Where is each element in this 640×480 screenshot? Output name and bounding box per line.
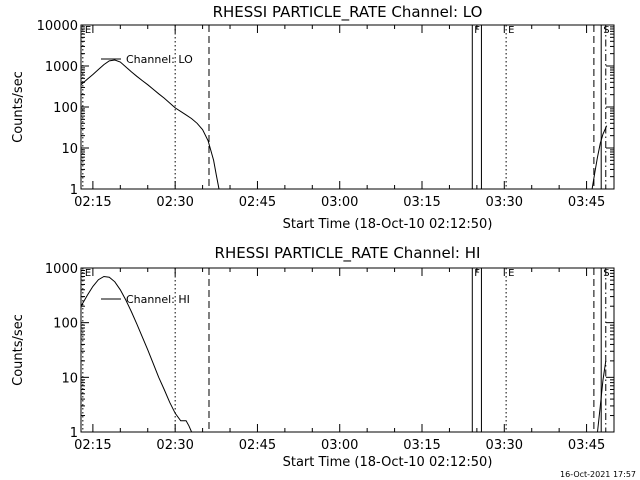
chart-title: RHESSI PARTICLE_RATE Channel: LO <box>213 3 483 22</box>
x-tick-label: 02:15 <box>74 438 111 453</box>
event-marker-label: E <box>85 25 91 36</box>
series-line <box>80 275 193 433</box>
generated-timestamp: 16-Oct-2021 17:57 <box>560 470 636 479</box>
series-line <box>597 360 607 433</box>
x-tick-label: 02:45 <box>239 438 276 453</box>
x-tick-label: 02:30 <box>156 438 193 453</box>
x-axis-label: Start Time (18-Oct-10 02:12:50) <box>283 455 493 470</box>
series-line <box>591 125 608 190</box>
x-tick-label: 03:30 <box>486 195 523 210</box>
event-marker-label: S <box>603 25 609 36</box>
event-marker-label: E <box>508 25 514 36</box>
x-tick-label: 02:30 <box>156 195 193 210</box>
x-tick-label: 03:15 <box>403 195 440 210</box>
x-tick-label: 03:45 <box>568 195 605 210</box>
y-axis-label: Counts/sec <box>11 314 26 386</box>
legend-label: Channel: LO <box>126 53 193 66</box>
y-tick-label: 100 <box>53 101 78 116</box>
event-marker-label: S <box>603 268 609 279</box>
x-tick-label: 03:15 <box>403 438 440 453</box>
y-tick-label: 1000 <box>45 262 78 277</box>
plot-frame <box>80 267 615 433</box>
y-tick-label: 10 <box>61 371 78 386</box>
legend-label: Channel: HI <box>126 293 190 306</box>
y-tick-label: 1 <box>70 426 78 441</box>
event-marker-label: F <box>474 25 480 36</box>
x-tick-label: 03:45 <box>568 438 605 453</box>
y-tick-label: 100 <box>53 317 78 332</box>
y-tick-label: 10 <box>61 142 78 157</box>
event-marker-label: F <box>474 268 480 279</box>
x-tick-label: 02:45 <box>239 195 276 210</box>
x-tick-label: 03:00 <box>321 438 358 453</box>
event-marker-label: E <box>85 268 91 279</box>
plot-frame <box>80 24 615 190</box>
event-marker-label: E <box>508 268 514 279</box>
y-tick-label: 1000 <box>45 60 78 75</box>
series-line <box>80 59 220 190</box>
y-axis-label: Counts/sec <box>11 71 26 143</box>
x-tick-label: 02:15 <box>74 195 111 210</box>
y-tick-label: 10000 <box>37 19 78 34</box>
x-tick-label: 03:30 <box>486 438 523 453</box>
chart-title: RHESSI PARTICLE_RATE Channel: HI <box>215 244 481 263</box>
y-tick-label: 1 <box>70 183 78 198</box>
panel-lo-channel: RHESSI PARTICLE_RATE Channel: LO 1 10 100 10… <box>11 3 615 232</box>
x-tick-label: 03:00 <box>321 195 358 210</box>
panel-hi-channel: RHESSI PARTICLE_RATE Channel: HI 1 10 100 10… <box>11 244 615 470</box>
x-axis-label: Start Time (18-Oct-10 02:12:50) <box>283 217 493 232</box>
